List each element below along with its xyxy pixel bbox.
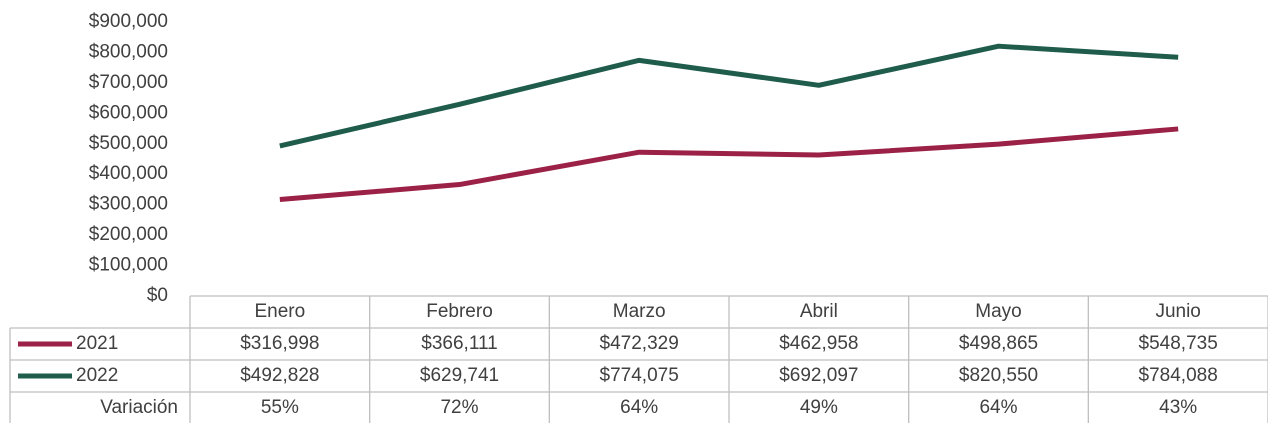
- variation-value: 64%: [979, 397, 1017, 418]
- x-tick-label: Enero: [254, 301, 305, 322]
- y-tick-label: $900,000: [89, 11, 168, 32]
- table-value: $692,097: [779, 365, 858, 386]
- x-tick-label: Junio: [1155, 301, 1200, 322]
- table-value: $548,735: [1139, 333, 1218, 354]
- table-value: $462,958: [779, 333, 858, 354]
- legend-label: 2021: [76, 333, 118, 354]
- y-tick-label: $800,000: [89, 41, 168, 62]
- x-tick-label: Mayo: [975, 301, 1021, 322]
- table-value: $629,741: [420, 365, 499, 386]
- line-series: [279, 43, 1179, 149]
- x-tick-label: Marzo: [613, 301, 666, 322]
- y-tick-label: $200,000: [89, 224, 168, 245]
- table-value: $366,111: [421, 333, 497, 354]
- y-tick-label: $700,000: [89, 72, 168, 93]
- table-value: $498,865: [959, 333, 1038, 354]
- y-tick-label: $300,000: [89, 194, 168, 215]
- x-tick-label: Abril: [800, 301, 838, 322]
- variation-value: 55%: [261, 397, 299, 418]
- y-tick-label: $600,000: [89, 102, 168, 123]
- legend-label: 2022: [76, 365, 118, 386]
- variation-value: 49%: [800, 397, 838, 418]
- variation-value: 43%: [1159, 397, 1197, 418]
- table-value: $784,088: [1139, 365, 1218, 386]
- variation-value: 72%: [440, 397, 478, 418]
- x-tick-label: Febrero: [426, 301, 493, 322]
- y-tick-label: $100,000: [89, 255, 168, 276]
- y-tick-label: $400,000: [89, 163, 168, 184]
- table-value: $820,550: [959, 365, 1038, 386]
- y-tick-label: $0: [147, 285, 168, 306]
- variation-value: 64%: [620, 397, 658, 418]
- table-value: $472,329: [600, 333, 679, 354]
- table-value: $774,075: [600, 365, 679, 386]
- table-value: $316,998: [240, 333, 319, 354]
- table-value: $492,828: [240, 365, 319, 386]
- line-series: [279, 126, 1179, 202]
- variation-label: Variación: [100, 397, 178, 418]
- y-tick-label: $500,000: [89, 133, 168, 154]
